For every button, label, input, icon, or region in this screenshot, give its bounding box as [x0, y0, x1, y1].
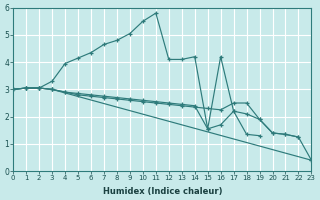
X-axis label: Humidex (Indice chaleur): Humidex (Indice chaleur)	[102, 187, 222, 196]
